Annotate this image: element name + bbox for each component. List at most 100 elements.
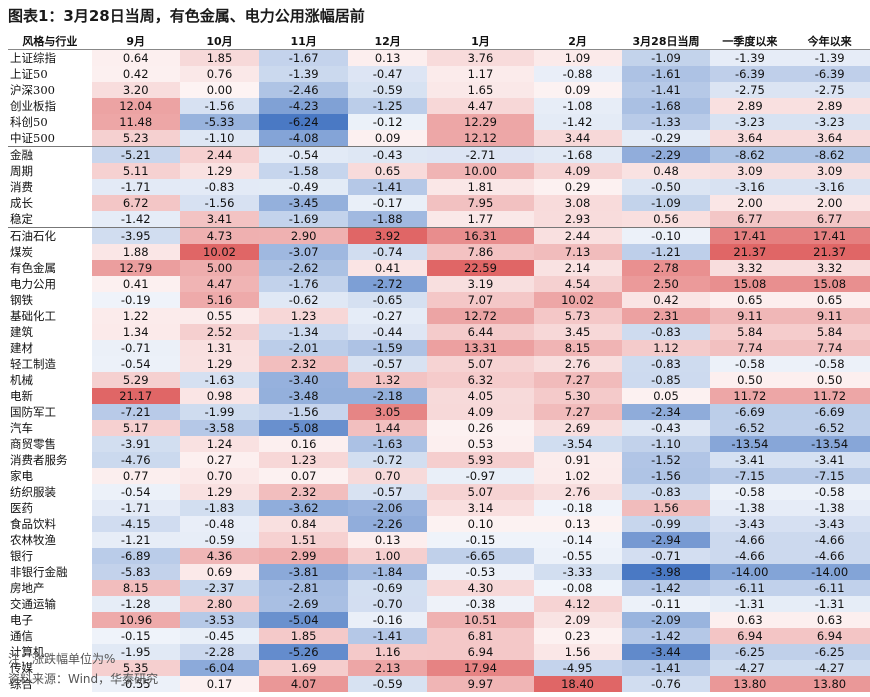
value-cell: -1.10 — [179, 130, 260, 147]
value-cell: -2.06 — [347, 500, 428, 516]
value-cell: 0.13 — [347, 532, 428, 548]
value-cell: 5.16 — [179, 292, 260, 308]
value-cell: 2.09 — [533, 612, 622, 628]
table-row: 电新 21.17 0.98 -3.48 -2.18 4.05 5.30 0.05 11.72 11… — [8, 388, 870, 404]
value-cell: -5.04 — [259, 612, 348, 628]
value-cell: 3.08 — [533, 195, 622, 211]
value-cell: -3.43 — [789, 516, 870, 532]
value-cell: 2.00 — [710, 195, 790, 211]
value-cell: 0.13 — [533, 516, 622, 532]
value-cell: -1.84 — [347, 564, 428, 580]
value-cell: 7.95 — [427, 195, 534, 211]
row-label: 稳定 — [8, 211, 92, 228]
value-cell: -5.33 — [179, 114, 260, 130]
value-cell: -1.56 — [259, 404, 348, 420]
value-cell: 5.84 — [789, 324, 870, 340]
value-cell: -0.14 — [533, 532, 622, 548]
row-label: 轻工制造 — [10, 357, 56, 371]
row-label: 煤炭 — [10, 245, 33, 259]
value-cell: -1.08 — [533, 98, 622, 114]
value-cell: 22.59 — [427, 260, 534, 276]
value-cell: -1.31 — [710, 596, 790, 612]
value-cell: -0.57 — [347, 356, 428, 372]
table-row: 传媒 5.35 -6.04 1.69 2.13 17.94 -4.95 -1.41 -4.27-… — [8, 660, 870, 676]
table-row: 房地产 8.15 -2.37 -2.81 -0.69 4.30 -0.08 -1.42 -6.1… — [8, 580, 870, 596]
value-cell: 5.35 — [91, 660, 180, 676]
value-cell: 0.10 — [427, 516, 534, 532]
value-cell: -0.83 — [621, 356, 711, 372]
value-cell: 1.85 — [179, 49, 260, 66]
value-cell: 0.55 — [179, 308, 260, 324]
value-cell: 0.98 — [179, 388, 260, 404]
value-cell: 3.44 — [533, 130, 622, 147]
table-row: 稳定 -1.42 3.41 -1.69 -1.88 1.77 2.93 0.56 6.77 6.7… — [8, 211, 870, 228]
page-title: 图表1：3月28日当周，有色金属、电力公用涨幅居前 — [8, 7, 365, 25]
value-cell: -0.58 — [789, 484, 870, 500]
value-cell: 0.69 — [179, 564, 260, 580]
value-cell: 7.27 — [533, 404, 622, 420]
value-cell: 0.23 — [533, 628, 622, 644]
table-row: 食品饮料 -4.15 -0.48 0.84 -2.26 0.10 0.13 -0.99 -3.4… — [8, 516, 870, 532]
value-cell: -0.55 — [91, 676, 180, 692]
value-cell: 0.91 — [533, 452, 622, 468]
value-cell: -4.27 — [710, 660, 790, 676]
value-cell: 4.36 — [179, 548, 260, 564]
value-cell: -0.62 — [259, 292, 348, 308]
value-cell: 7.07 — [427, 292, 534, 308]
value-cell: 4.09 — [427, 404, 534, 420]
value-cell: 0.56 — [621, 211, 711, 228]
value-cell: -2.75 — [789, 82, 870, 98]
value-cell: 12.12 — [427, 130, 534, 147]
value-cell: 1.29 — [179, 163, 260, 179]
value-cell: -0.08 — [533, 580, 622, 596]
value-cell: 5.30 — [533, 388, 622, 404]
table-row: 科创50 11.48 -5.33 -6.24 -0.12 12.29 -1.42 -1.33-… — [8, 114, 870, 130]
value-cell: 1.23 — [259, 452, 348, 468]
row-label: 房地产 — [10, 581, 45, 595]
heatmap-table-container: 风格与行业 9月 10月 11月 12月 1月 2月 3月28日当周 一季度以来 今年以来 上证综… — [8, 33, 870, 692]
value-cell: 2.78 — [621, 260, 711, 276]
row-label: 中证500 — [8, 130, 92, 147]
table-row: 周期 5.11 1.29 -1.58 0.65 10.00 4.09 0.48 3.09 3.09 — [8, 163, 870, 179]
value-cell: -3.44 — [621, 644, 711, 660]
value-cell: -3.40 — [259, 372, 348, 388]
table-row: 建筑 1.34 2.52 -1.34 -0.44 6.44 3.45 -0.83 5.84 5.8… — [8, 324, 870, 340]
value-cell: -0.59 — [347, 82, 428, 98]
value-cell: 0.41 — [347, 260, 428, 276]
value-cell: 1.34 — [91, 324, 180, 340]
value-cell: -1.10 — [621, 436, 711, 452]
value-cell: 9.11 — [789, 308, 870, 324]
value-cell: -0.83 — [179, 179, 260, 195]
column-header: 3月28日当周 — [621, 33, 711, 50]
column-header: 12月 — [347, 33, 428, 50]
value-cell: 10.00 — [427, 163, 534, 179]
source-note: 资料来源：Wind，华泰研究 — [8, 672, 159, 686]
value-cell: -3.41 — [710, 452, 790, 468]
value-cell: -1.28 — [91, 596, 180, 612]
value-cell: -1.25 — [347, 98, 428, 114]
value-cell: -4.08 — [259, 130, 348, 147]
value-cell: -3.43 — [710, 516, 790, 532]
value-cell: 1.65 — [427, 82, 534, 98]
value-cell: 3.32 — [789, 260, 870, 276]
value-cell: -0.54 — [91, 356, 180, 372]
value-cell: 1.44 — [347, 420, 428, 436]
value-cell: -4.66 — [789, 548, 870, 564]
value-cell: 2.32 — [259, 356, 348, 372]
value-cell: -5.21 — [91, 146, 180, 163]
row-label: 有色金属 — [10, 261, 56, 275]
table-body: 上证综指 0.64 1.85 -1.67 0.13 3.76 1.09 -1.09 -1.39-… — [8, 49, 870, 692]
value-cell: -1.39 — [789, 49, 870, 66]
value-cell: 12.72 — [427, 308, 534, 324]
row-label: 非银行金融 — [10, 565, 68, 579]
value-cell: 5.23 — [91, 130, 180, 147]
value-cell: -0.88 — [533, 66, 622, 82]
value-cell: -3.54 — [533, 436, 622, 452]
value-cell: 0.09 — [533, 82, 622, 98]
value-cell: 3.19 — [427, 276, 534, 292]
value-cell: 6.44 — [427, 324, 534, 340]
value-cell: -1.83 — [179, 500, 260, 516]
value-cell: -0.43 — [621, 420, 711, 436]
value-cell: 1.22 — [91, 308, 180, 324]
value-cell: -4.76 — [91, 452, 180, 468]
